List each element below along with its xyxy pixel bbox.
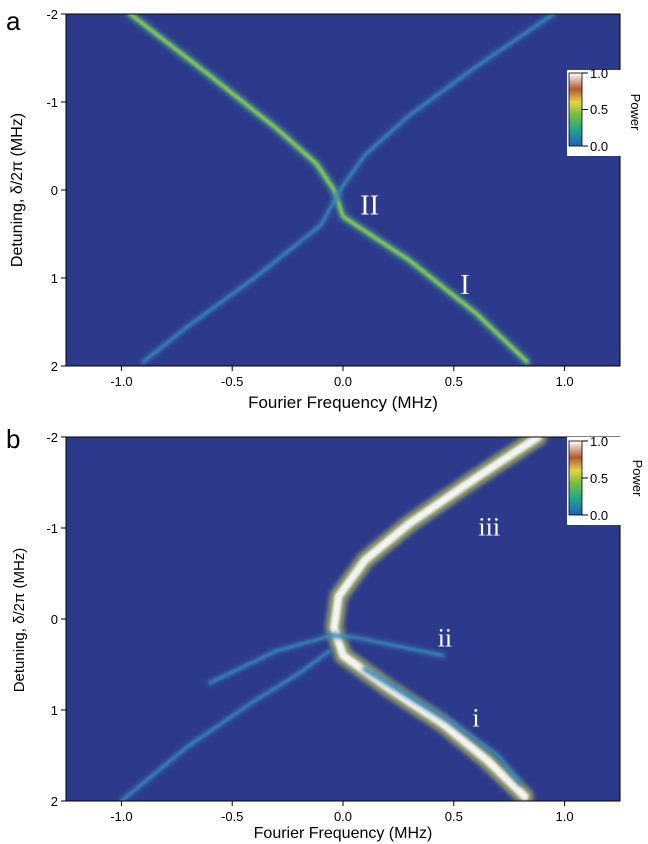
x-axis-title-a: Fourier Frequency (MHz) xyxy=(248,393,438,412)
y-tick-label-b: 0 xyxy=(51,612,58,627)
branch-label-i: i xyxy=(472,703,479,732)
branch-label-iii: iii xyxy=(478,512,500,541)
y-ticks-a: -2 -1 0 1 2 xyxy=(46,7,66,374)
heatmap-a-traces xyxy=(125,14,557,366)
branch-label-I: I xyxy=(460,270,469,301)
trace-b-3 xyxy=(363,667,522,785)
colorbar-a-tick-mid: 0.5 xyxy=(590,102,608,117)
x-tick-label-a: 1.0 xyxy=(556,374,574,389)
colorbar-b-tick-max: 1.0 xyxy=(590,434,608,449)
panel-b: b -2 -1 0 1 2 -1.0 -0.5 0.0 0.5 1.0 Fourier Freq… xyxy=(6,424,645,842)
x-axis-title-b: Fourier Frequency (MHz) xyxy=(254,825,433,842)
trace-b-0 xyxy=(330,437,542,801)
panel-letter-b: b xyxy=(6,424,20,454)
x-ticks-a: -1.0 -0.5 0.0 0.5 1.0 xyxy=(110,366,574,389)
y-axis-title-a: Detuning, δ/2π (MHz) xyxy=(9,113,26,267)
x-tick-label-a: -0.5 xyxy=(221,374,243,389)
y-tick-label-b: 2 xyxy=(51,794,58,809)
x-tick-label-b: -0.5 xyxy=(221,809,243,824)
colorbar-b-tick-mid: 0.5 xyxy=(590,471,608,486)
colorbar-a-tick-max: 1.0 xyxy=(590,66,608,81)
panel-a: a -2 -1 0 1 2 -1.0 -0.5 0.0 0.5 1.0 Fourier Freq… xyxy=(6,6,643,412)
branch-label-ii: ii xyxy=(438,623,452,652)
trace-b-1 xyxy=(120,649,331,801)
y-tick-label-a: -2 xyxy=(46,7,58,22)
x-ticks-b: -1.0 -0.5 0.0 0.5 1.0 xyxy=(110,801,574,824)
x-tick-label-a: 0.5 xyxy=(445,374,463,389)
trace-a-0 xyxy=(128,14,529,364)
x-tick-label-b: 0.0 xyxy=(334,809,352,824)
x-tick-label-a: 0.0 xyxy=(334,374,352,389)
colorbar-b: 1.0 0.5 0.0 Power xyxy=(567,434,645,525)
colorbar-a-tick-min: 0.0 xyxy=(590,139,608,154)
colorbar-b-tick-min: 0.0 xyxy=(590,508,608,523)
x-tick-label-b: 0.5 xyxy=(445,809,463,824)
x-tick-label-a: -1.0 xyxy=(110,374,132,389)
colorbar-a: 1.0 0.5 0.0 Power xyxy=(567,66,643,156)
y-tick-label-a: 1 xyxy=(51,271,58,286)
trace-b-2 xyxy=(208,634,444,684)
x-tick-label-b: 1.0 xyxy=(556,809,574,824)
y-tick-label-b: 1 xyxy=(51,703,58,718)
y-tick-label-a: -1 xyxy=(46,95,58,110)
y-ticks-b: -2 -1 0 1 2 xyxy=(46,430,66,809)
branch-label-II: II xyxy=(360,191,379,222)
y-axis-title-b: Detuning, δ/2π (MHz) xyxy=(11,548,28,693)
panel-letter-a: a xyxy=(6,6,21,36)
y-tick-label-a: 2 xyxy=(51,359,58,374)
x-tick-label-b: -1.0 xyxy=(110,809,132,824)
heatmap-b-traces xyxy=(117,437,547,801)
y-tick-label-b: -2 xyxy=(46,430,58,445)
y-tick-label-a: 0 xyxy=(51,183,58,198)
branch-labels-a: III xyxy=(360,191,469,301)
trace-a-1 xyxy=(142,14,555,363)
colorbar-b-title: Power xyxy=(630,460,645,498)
colorbar-a-title: Power xyxy=(628,94,643,132)
y-tick-label-b: -1 xyxy=(46,521,58,536)
